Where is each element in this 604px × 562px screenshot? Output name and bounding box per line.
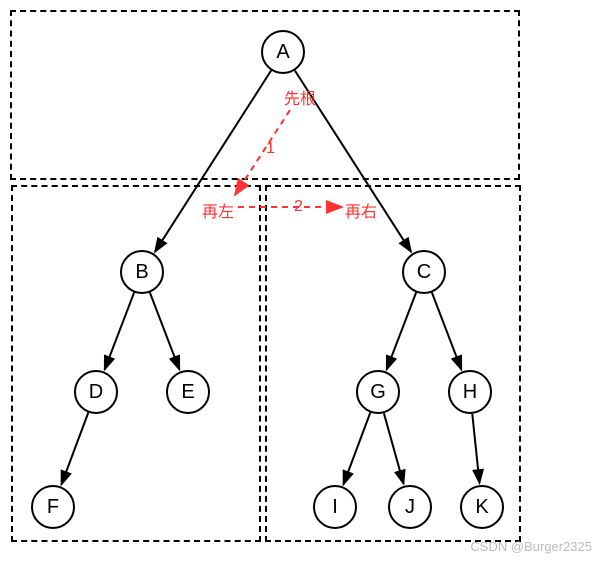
node-i: I [313,485,357,529]
node-j: J [388,485,432,529]
node-d: D [74,370,118,414]
annotation-root-first: 先根 [284,85,316,109]
node-a: A [261,30,305,74]
watermark: CSDN @Burger2325 [470,539,592,554]
annotation-step-1: 1 [266,140,275,158]
node-k: K [460,485,504,529]
node-label: C [417,261,431,284]
node-h: H [448,370,492,414]
node-e: E [166,370,210,414]
node-label: H [463,381,477,404]
node-g: G [356,370,400,414]
annotation-then-left: 再左 [202,198,234,222]
node-label: G [370,381,386,404]
node-label: K [475,496,488,519]
node-c: C [402,250,446,294]
node-b: B [120,250,164,294]
node-label: I [332,496,338,519]
node-f: F [31,485,75,529]
node-label: J [405,496,415,519]
node-label: A [276,41,289,64]
node-label: E [181,381,194,404]
node-label: D [89,381,103,404]
node-label: B [135,261,148,284]
annotation-then-right: 再右 [345,198,377,222]
annotation-step-2: 2 [294,198,303,216]
node-label: F [47,496,59,519]
